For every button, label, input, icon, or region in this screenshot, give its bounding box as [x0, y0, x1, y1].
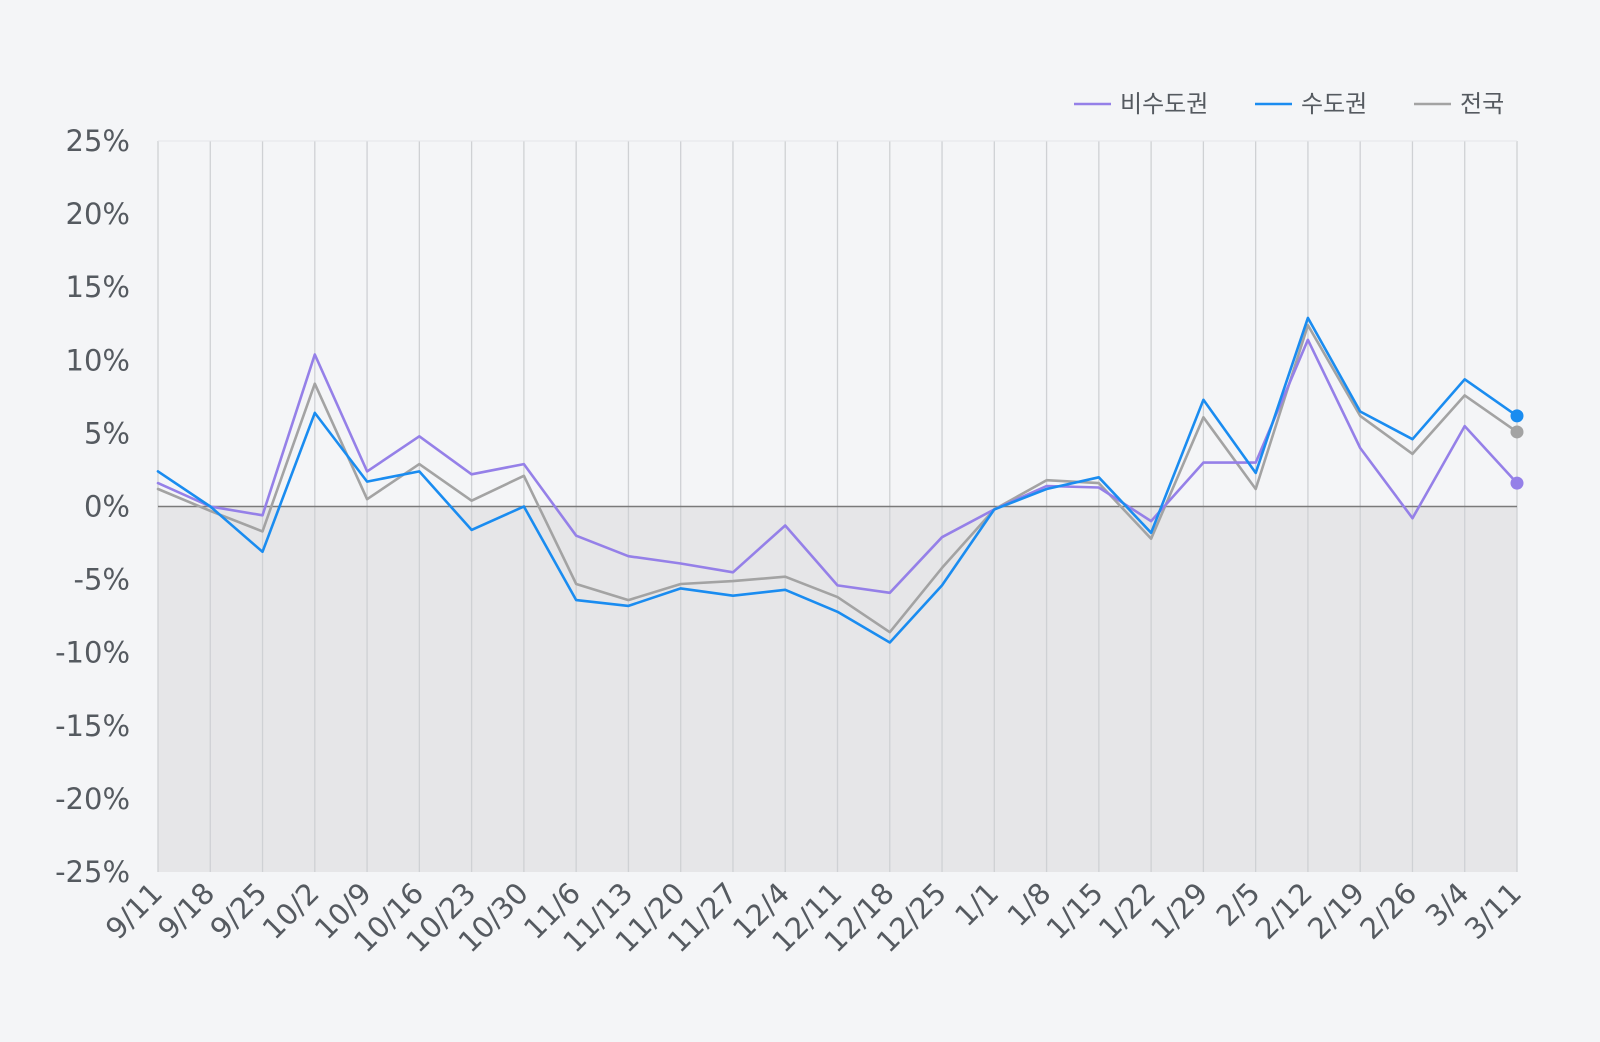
y-tick-label: 0%: [84, 490, 130, 524]
x-axis: 9/119/189/2510/210/910/1610/2310/3011/61…: [99, 876, 1528, 959]
x-tick-label: 9/18: [151, 876, 221, 946]
y-axis: 25% 20% 15% 10% 5% 0% -5% -10% -15% -20% -25%: [55, 124, 130, 889]
x-tick-label: 9/25: [203, 876, 273, 946]
y-tick-label: -15%: [55, 709, 130, 743]
legend[interactable]: 비수도권 수도권 전국: [1074, 90, 1504, 118]
x-tick-label: 10/2: [256, 876, 326, 946]
legend-item[interactable]: 비수도권: [1074, 90, 1208, 118]
y-tick-label: -10%: [55, 636, 130, 670]
x-tick-label: 1/15: [1040, 876, 1110, 946]
x-tick-label: 1/1: [948, 876, 1005, 933]
series-end-marker[interactable]: [1510, 425, 1524, 439]
x-tick-label: 2/12: [1249, 876, 1319, 946]
y-tick-label: -25%: [55, 855, 130, 889]
legend-label: 수도권: [1301, 90, 1367, 118]
y-tick-label: 10%: [66, 343, 130, 377]
legend-label: 전국: [1460, 90, 1504, 118]
x-tick-label: 2/19: [1301, 876, 1371, 946]
series-end-marker[interactable]: [1510, 409, 1524, 423]
series-line-0: [156, 338, 1519, 595]
x-tick-label: 1/29: [1144, 876, 1214, 946]
legend-item[interactable]: 전국: [1414, 90, 1504, 118]
series-end-marker[interactable]: [1510, 476, 1524, 490]
x-tick-label: 1/22: [1092, 876, 1162, 946]
y-tick-label: 20%: [66, 197, 130, 231]
legend-item[interactable]: 수도권: [1255, 90, 1367, 118]
series-lines: [156, 316, 1524, 644]
y-tick-label: 5%: [84, 416, 130, 450]
y-tick-label: 15%: [66, 270, 130, 304]
legend-label: 비수도권: [1120, 90, 1208, 118]
y-tick-label: 25%: [66, 124, 130, 158]
y-tick-label: -20%: [55, 782, 130, 816]
x-tick-label: 2/26: [1353, 876, 1423, 946]
x-tick-label: 3/11: [1458, 876, 1528, 946]
y-tick-label: -5%: [74, 563, 130, 597]
series-line-1: [156, 316, 1519, 644]
